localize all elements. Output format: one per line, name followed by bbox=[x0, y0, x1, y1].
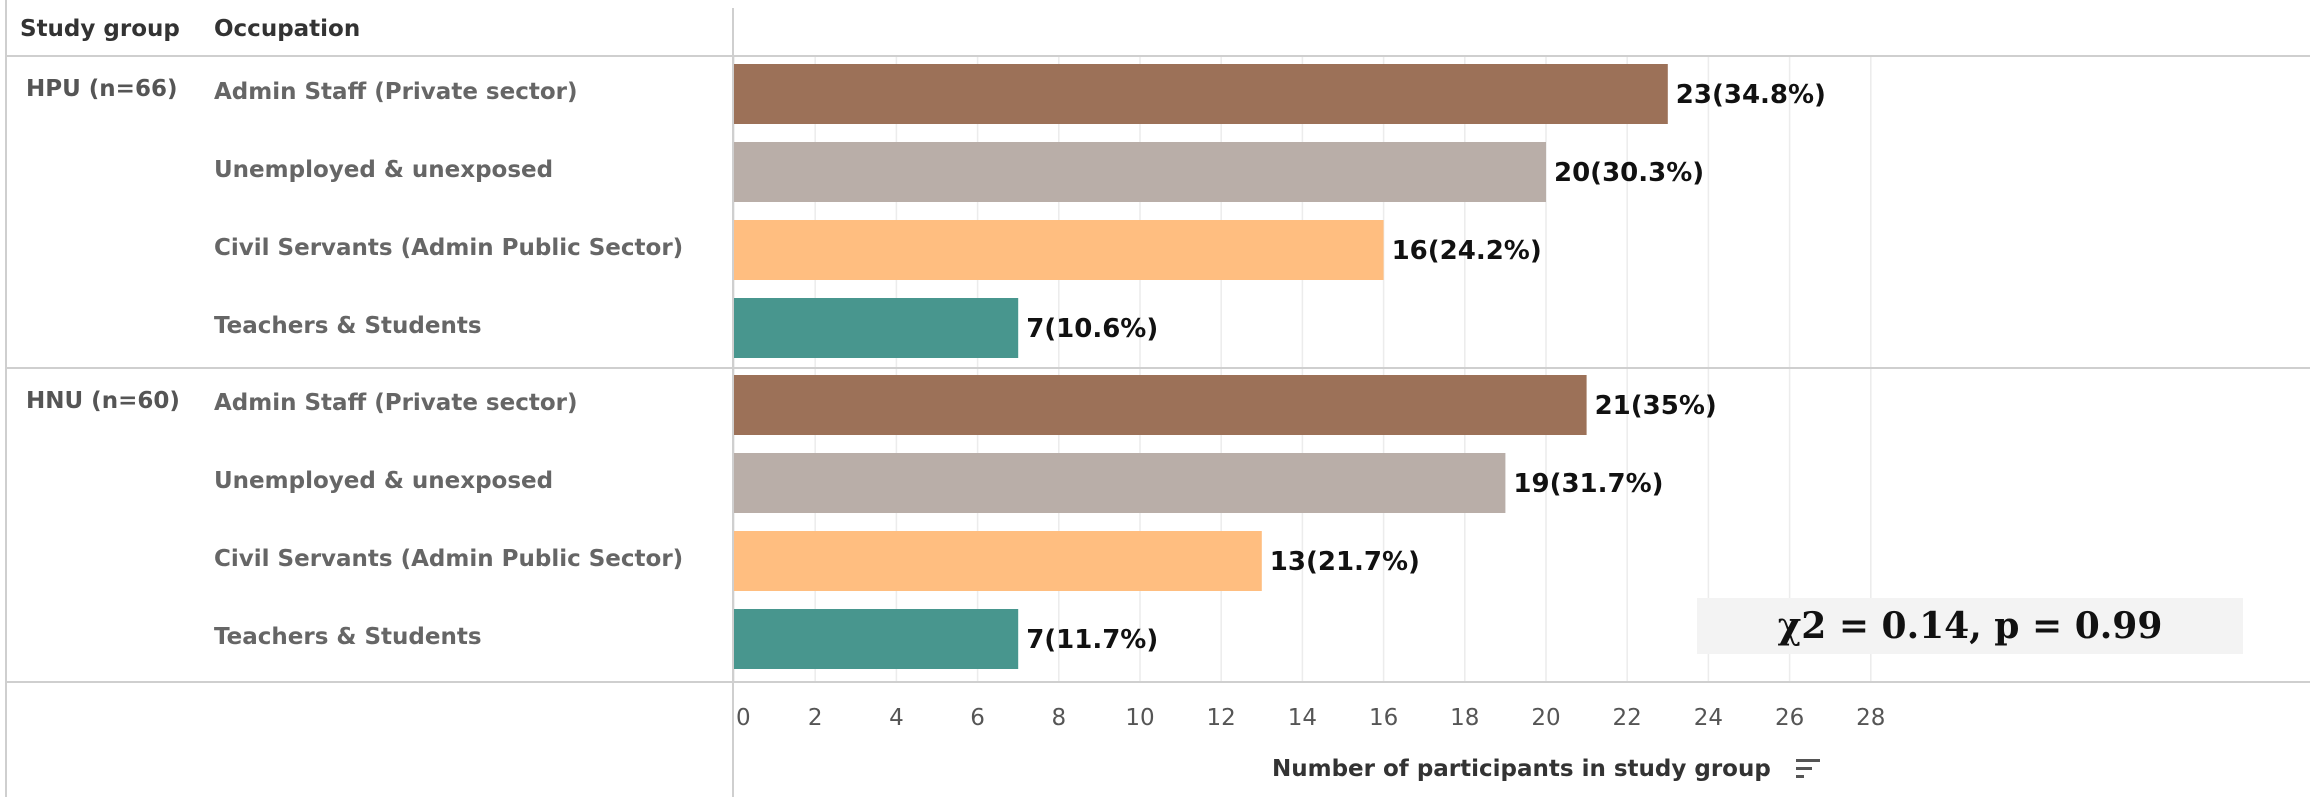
sort-icon[interactable] bbox=[1796, 759, 1820, 779]
chi-square-annotation: χ2 = 0.14, p = 0.99 bbox=[1697, 598, 2243, 654]
bar bbox=[734, 609, 1019, 669]
header-study-group: Study group bbox=[20, 16, 180, 42]
bar bbox=[734, 220, 1384, 280]
category-label: Admin Staff (Private sector) bbox=[214, 79, 578, 105]
bar-value-label: 7(11.7%) bbox=[1026, 625, 1158, 655]
bar-value-label: 16(24.2%) bbox=[1392, 236, 1542, 266]
category-label: Civil Servants (Admin Public Sector) bbox=[214, 546, 684, 572]
bar bbox=[734, 142, 1546, 202]
bar bbox=[734, 298, 1019, 358]
category-label: Unemployed & unexposed bbox=[214, 157, 554, 183]
x-tick-label: 26 bbox=[1775, 705, 1804, 731]
bar-value-label: 19(31.7%) bbox=[1513, 469, 1663, 499]
x-tick-label: 2 bbox=[808, 705, 823, 731]
x-tick-label: 22 bbox=[1613, 705, 1642, 731]
bar-value-label: 21(35%) bbox=[1595, 391, 1717, 421]
x-tick-label: 0 bbox=[736, 705, 751, 731]
bar-value-label: 23(34.8%) bbox=[1676, 80, 1826, 110]
group-label-hpu: HPU (n=66) bbox=[26, 76, 178, 102]
x-tick-label: 12 bbox=[1207, 705, 1236, 731]
bar-value-label: 13(21.7%) bbox=[1270, 547, 1420, 577]
x-tick-label: 16 bbox=[1369, 705, 1398, 731]
bar-value-label: 20(30.3%) bbox=[1554, 158, 1704, 188]
category-label: Admin Staff (Private sector) bbox=[214, 390, 578, 416]
bar bbox=[734, 531, 1262, 591]
category-label: Unemployed & unexposed bbox=[214, 468, 554, 494]
category-label: Civil Servants (Admin Public Sector) bbox=[214, 235, 684, 261]
x-tick-label: 18 bbox=[1450, 705, 1479, 731]
label-layer: 23(34.8%) 20(30.3%) 16(24.2%) 7(10.6%) 21(35… bbox=[1026, 80, 1826, 655]
bar bbox=[734, 453, 1506, 513]
x-axis-title: Number of participants in study group bbox=[1272, 756, 1771, 782]
bar bbox=[734, 64, 1668, 124]
x-tick-label: 28 bbox=[1856, 705, 1885, 731]
header-occupation: Occupation bbox=[214, 16, 361, 42]
x-tick-label: 4 bbox=[889, 705, 904, 731]
x-tick-label: 24 bbox=[1694, 705, 1723, 731]
bar-value-label: 7(10.6%) bbox=[1026, 314, 1158, 344]
category-label: Teachers & Students bbox=[214, 624, 482, 650]
x-tick-label: 14 bbox=[1288, 705, 1317, 731]
x-tick-label: 6 bbox=[970, 705, 985, 731]
bar bbox=[734, 375, 1587, 435]
bar-layer bbox=[734, 64, 1668, 669]
x-tick-label: 8 bbox=[1051, 705, 1066, 731]
group-label-hnu: HNU (n=60) bbox=[26, 388, 180, 414]
tick-layer: 0 2 4 6 8 10 12 14 16 18 20 22 24 26 28 bbox=[736, 705, 1885, 731]
frame-layer bbox=[5, 0, 2310, 797]
x-tick-label: 20 bbox=[1531, 705, 1560, 731]
category-label: Teachers & Students bbox=[214, 313, 482, 339]
x-tick-label: 10 bbox=[1125, 705, 1154, 731]
